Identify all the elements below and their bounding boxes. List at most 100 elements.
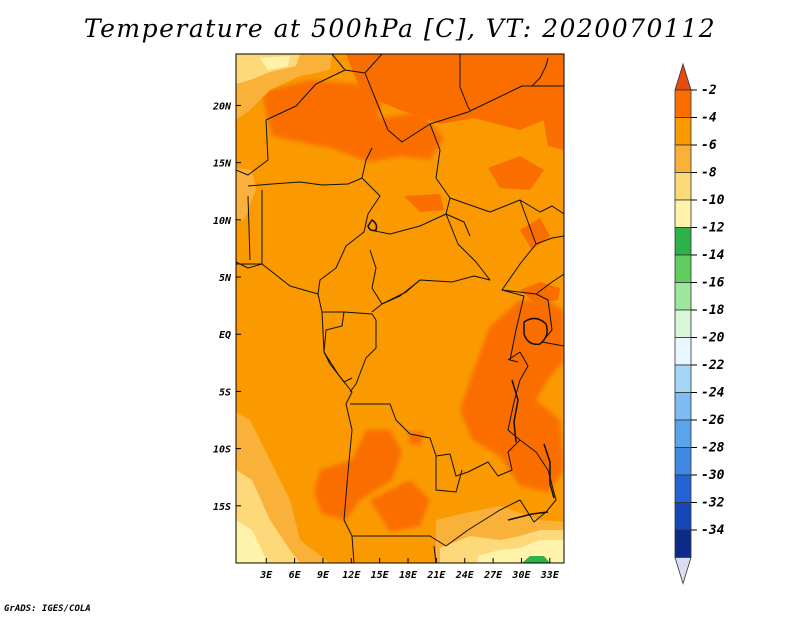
colorbar-swatch xyxy=(674,172,692,201)
border-benin-togo xyxy=(247,195,251,261)
border-angola-namibia xyxy=(352,535,447,547)
colorbar-swatch xyxy=(674,529,692,558)
colorbar-swatch xyxy=(674,474,692,503)
y-tick-label: 10N xyxy=(213,216,232,227)
colorbar-swatch xyxy=(674,419,692,448)
lakes xyxy=(367,218,555,521)
colorbar-label: -30 xyxy=(701,468,725,483)
colorbar-label: -34 xyxy=(701,523,725,538)
colorbar-label: -6 xyxy=(701,138,717,153)
colorbar-label: -24 xyxy=(701,386,725,401)
band-minus2-minus4-angola-south xyxy=(370,480,430,532)
colorbar-swatch xyxy=(674,144,692,173)
x-tick-label: 12E xyxy=(342,570,361,581)
border-ethiopia-sudan-east xyxy=(535,235,564,245)
y-tick-label: 15S xyxy=(213,502,231,513)
border-zambia-malawi xyxy=(519,439,557,523)
band-minus2-minus4-sudan xyxy=(488,156,544,190)
x-tick-label: 3E xyxy=(259,570,273,581)
colorbar-swatch xyxy=(674,309,692,338)
red-sea-coast xyxy=(531,57,549,87)
colorbar-label: -20 xyxy=(701,331,725,346)
border-drc-angola xyxy=(350,403,469,477)
band-minus6-minus8-west xyxy=(236,168,256,222)
band-minus12-minus14-southeast xyxy=(522,556,550,563)
border-rwanda-burundi xyxy=(507,351,529,381)
lake-kariba xyxy=(507,511,549,521)
colorbar-swatch xyxy=(674,254,692,283)
border-nigeria-cameroon xyxy=(317,213,369,295)
temperature-field xyxy=(236,54,564,563)
border-cameroon-gabon xyxy=(322,311,377,321)
border-cameroon-car xyxy=(369,249,383,313)
x-tick-label: 18E xyxy=(399,570,418,581)
y-tick-label: EQ xyxy=(219,330,231,341)
colorbar-label: -28 xyxy=(701,441,725,456)
grads-credit: GrADS: IGES/COLA xyxy=(4,604,91,614)
band-minus2-minus4-chad xyxy=(404,194,444,212)
border-niger-nigeria xyxy=(247,177,363,187)
x-tick-label: 33E xyxy=(540,570,560,581)
border-chad-car xyxy=(369,213,447,235)
border-angola-zambia xyxy=(435,456,463,493)
country-borders xyxy=(236,54,564,563)
band-minus2-minus4-redsea xyxy=(540,96,564,150)
colorbar-swatch xyxy=(674,117,692,146)
colorbar-label: -16 xyxy=(701,276,725,291)
colorbar-label: -32 xyxy=(701,496,725,511)
band-minus2-minus4-northeast xyxy=(346,54,564,130)
border-kenya-uganda xyxy=(535,293,564,347)
x-tick-label: 30E xyxy=(511,570,531,581)
colorbar-label: -26 xyxy=(701,413,725,428)
border-libya-chad-sudan xyxy=(364,54,564,143)
border-sudan-south-sudan xyxy=(449,197,564,215)
band-minus10-minus12-southwest xyxy=(236,520,268,563)
border-car-sudan xyxy=(381,213,491,305)
chart-title: Temperature at 500hPa [C], VT: 202007011… xyxy=(83,14,717,43)
colorbar-label: -8 xyxy=(701,166,717,181)
colorbar-swatch xyxy=(674,282,692,311)
colorbar-swatch xyxy=(674,227,692,256)
map-frame xyxy=(235,53,565,564)
band-minus2-minus4-sahara xyxy=(262,80,444,162)
colorbar-label: -22 xyxy=(701,358,725,373)
x-tick-label: 9E xyxy=(317,570,330,581)
colorbar-label: -4 xyxy=(701,111,717,126)
y-tick-label: 5S xyxy=(219,387,231,398)
colorbar-top-arrow xyxy=(674,62,692,91)
border-drc-car xyxy=(381,279,421,305)
border-drc-congo xyxy=(349,320,377,393)
colorbar-label: -12 xyxy=(701,221,725,236)
colorbar-label: -2 xyxy=(701,83,717,98)
border-zambia-zimbabwe xyxy=(445,499,521,547)
border-zambia-drc-south xyxy=(467,439,521,477)
band-minus2-minus4-greatlakes xyxy=(460,300,564,492)
x-axis: 3E 6E 9E 12E 15E 18E 21E 24E 27E 30E 33E xyxy=(259,558,560,581)
colorbar-swatch xyxy=(674,392,692,421)
colorbar-swatch xyxy=(674,502,692,531)
coastline-west xyxy=(236,263,355,563)
y-axis: 20N 15N 10N 5N EQ 5S 10S 15S xyxy=(212,101,241,513)
y-tick-label: 20N xyxy=(212,101,232,112)
x-tick-label: 6E xyxy=(289,570,302,581)
x-tick-label: 15E xyxy=(371,570,390,581)
x-tick-label: 24E xyxy=(455,570,475,581)
colorbar-bottom-arrow xyxy=(674,557,692,585)
y-tick-label: 5N xyxy=(219,273,232,284)
colorbar-swatch xyxy=(674,447,692,476)
colorbar: -2 -4 -6 -8 -10 -12 -14 -16 -18 -20 -22 -24 -26 -28 -3… xyxy=(674,62,725,585)
band-minus2-minus4-angola xyxy=(314,430,402,520)
colorbar-label: -10 xyxy=(701,193,725,208)
colorbar-label: -18 xyxy=(701,303,725,318)
band-minus2-minus4-kenya xyxy=(520,282,560,304)
x-tick-label: 21E xyxy=(426,570,446,581)
y-tick-label: 15N xyxy=(213,159,232,170)
border-mali-niger xyxy=(236,119,269,176)
lake-malawi xyxy=(543,443,555,499)
colorbar-swatch xyxy=(674,337,692,366)
border-algeria-niger xyxy=(265,69,346,121)
lake-tanganyika xyxy=(511,379,519,443)
colorbar-swatch xyxy=(674,199,692,228)
band-minus10-minus12-north xyxy=(260,56,290,70)
